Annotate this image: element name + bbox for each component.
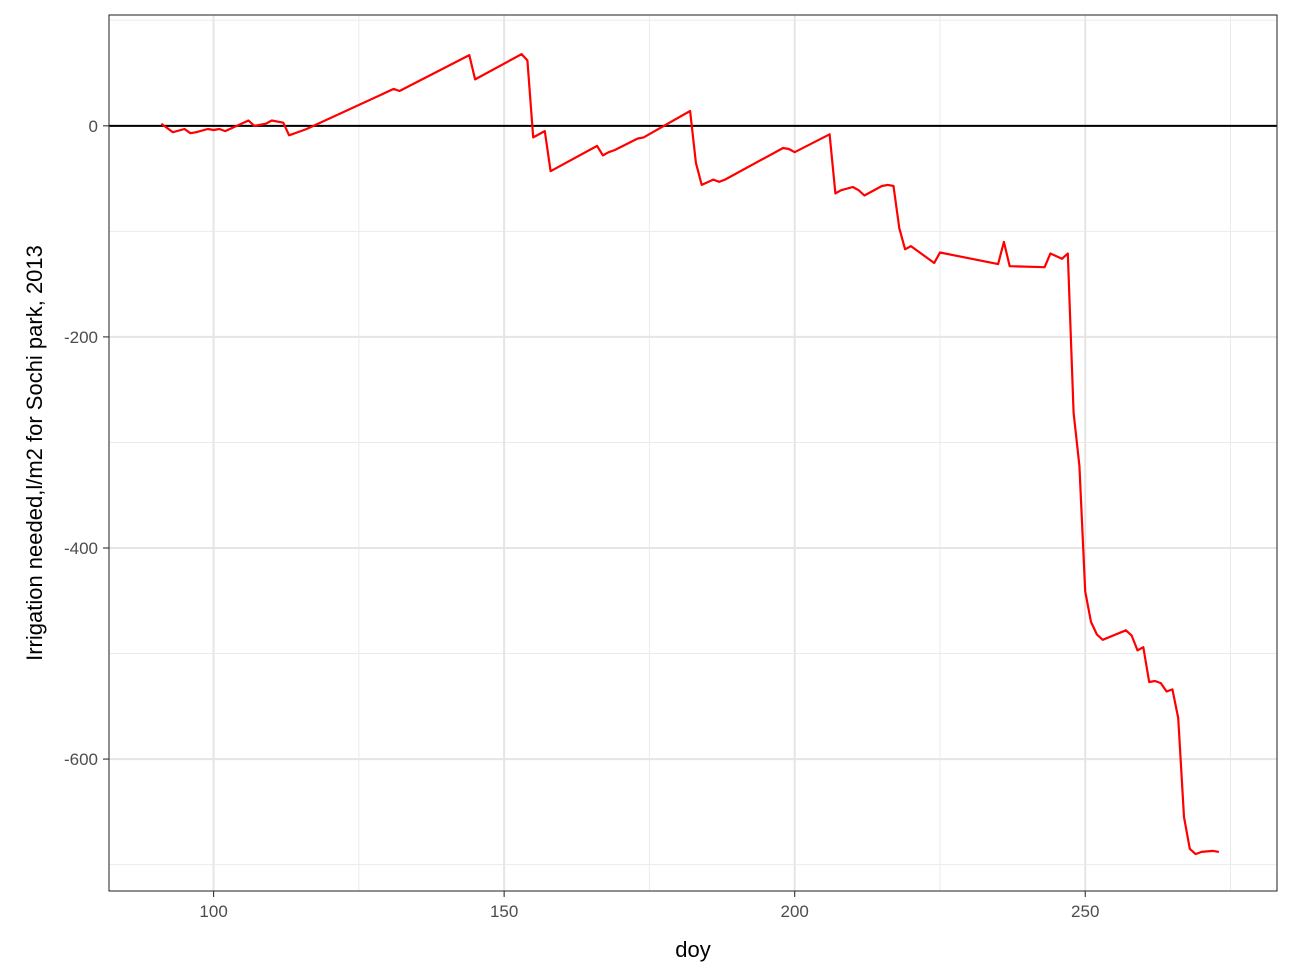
y-tick-label: 0 <box>89 117 98 136</box>
series-line-0 <box>160 52 1220 856</box>
x-tick-label: 150 <box>490 902 518 921</box>
series-layer <box>160 52 1220 856</box>
y-tick-label: -600 <box>64 750 98 769</box>
y-axis-title: Irrigation needed,l/m2 for Sochi park, 2… <box>22 245 47 661</box>
y-tick-label: -400 <box>64 539 98 558</box>
minor-gridlines <box>109 15 1277 891</box>
x-tick-label: 200 <box>781 902 809 921</box>
x-axis-ticks: 100 150 200 250 <box>199 891 1099 921</box>
y-axis-ticks: 0 -200 -400 -600 <box>64 117 109 769</box>
x-tick-label: 250 <box>1071 902 1099 921</box>
x-tick-label: 100 <box>199 902 227 921</box>
y-tick-label: -200 <box>64 328 98 347</box>
x-axis-title: doy <box>675 937 710 962</box>
plot-panel-border <box>108 14 1278 892</box>
